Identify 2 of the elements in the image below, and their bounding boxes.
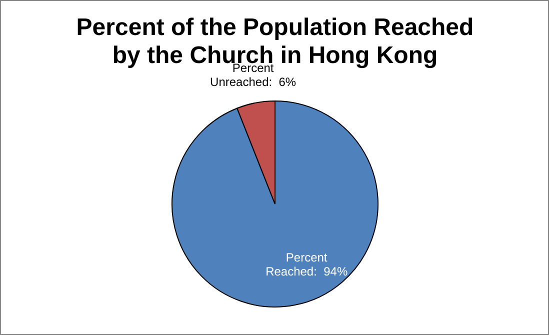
pie-slice	[172, 100, 378, 308]
slice-label: Percent Reached: 94%	[266, 250, 348, 279]
